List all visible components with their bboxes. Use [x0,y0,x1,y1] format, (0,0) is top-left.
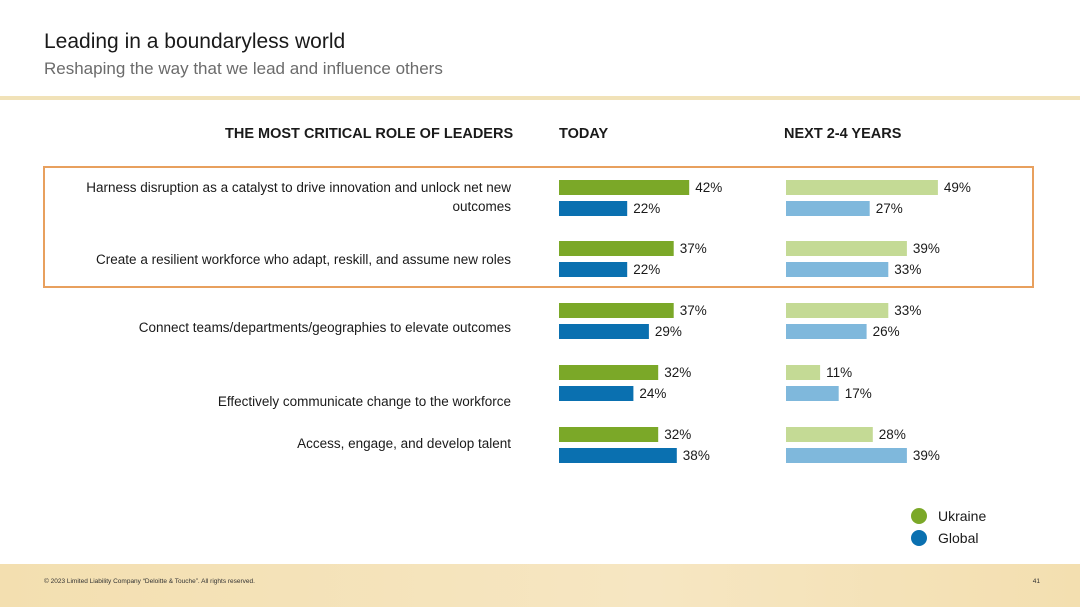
bar-future-ukraine [786,365,821,380]
data-label: 33% [894,303,921,318]
footer: © 2023 Limited Liability Company “Deloit… [0,564,1080,607]
data-label: 32% [664,365,691,380]
bar-future-ukraine [786,180,938,195]
data-label: 37% [680,303,707,318]
page-number: 41 [1032,578,1040,585]
bar-future-global [786,448,907,463]
data-label: 38% [683,448,710,463]
bar-today-global [559,201,628,216]
data-label: 39% [913,241,940,256]
bar-future-global [786,386,839,401]
category-label: Harness disruption as a catalyst to driv… [86,180,511,214]
copyright-text: © 2023 Limited Liability Company “Deloit… [44,578,255,585]
bar-chart: 42% 37% 37% 32% 32% 22% 22% 29% 24% 38% 49% 39% 33% 1… [559,180,971,463]
data-label: 29% [655,324,682,339]
header-divider [0,96,1080,100]
data-label: 39% [913,448,940,463]
bar-future-global [786,324,867,339]
column-header-future: NEXT 2-4 YEARS [784,126,902,142]
bar-today-ukraine [559,365,659,380]
page-title: Leading in a boundaryless world [44,30,346,53]
legend-swatch-global [911,530,927,546]
bar-future-global [786,201,870,216]
page-subtitle: Reshaping the way that we lead and influ… [44,59,443,78]
legend-label-global: Global [938,530,979,546]
bar-future-ukraine [786,241,907,256]
bar-today-ukraine [559,241,674,256]
data-label: 49% [944,180,971,195]
data-label: 26% [873,324,900,339]
bar-today-global [559,448,677,463]
data-label: 33% [894,262,921,277]
bar-future-global [786,262,889,277]
bar-today-ukraine [559,303,674,318]
data-label: 22% [633,201,660,216]
data-label: 32% [664,427,691,442]
data-label: 42% [695,180,722,195]
highlight-box [43,166,1034,288]
data-label: 22% [633,262,660,277]
data-label: 27% [876,201,903,216]
column-header-today: TODAY [559,126,609,142]
data-label: 28% [879,427,906,442]
bar-future-ukraine [786,427,873,442]
category-label: Create a resilient workforce who adapt, … [96,252,511,267]
bar-today-ukraine [559,180,690,195]
category-label: Connect teams/departments/geographies to… [138,320,511,335]
legend-swatch-ukraine [911,508,927,524]
data-label: 24% [639,386,666,401]
column-header-role: THE MOST CRITICAL ROLE OF LEADERS [225,126,514,142]
bar-today-global [559,262,628,277]
bar-today-global [559,324,649,339]
category-label: Access, engage, and develop talent [297,436,511,451]
data-label: 37% [680,241,707,256]
data-label: 11% [826,365,852,380]
bar-today-global [559,386,634,401]
legend-label-ukraine: Ukraine [938,508,987,524]
data-label: 17% [845,386,872,401]
bar-future-ukraine [786,303,889,318]
category-label: Effectively communicate change to the wo… [217,394,511,409]
bar-today-ukraine [559,427,659,442]
